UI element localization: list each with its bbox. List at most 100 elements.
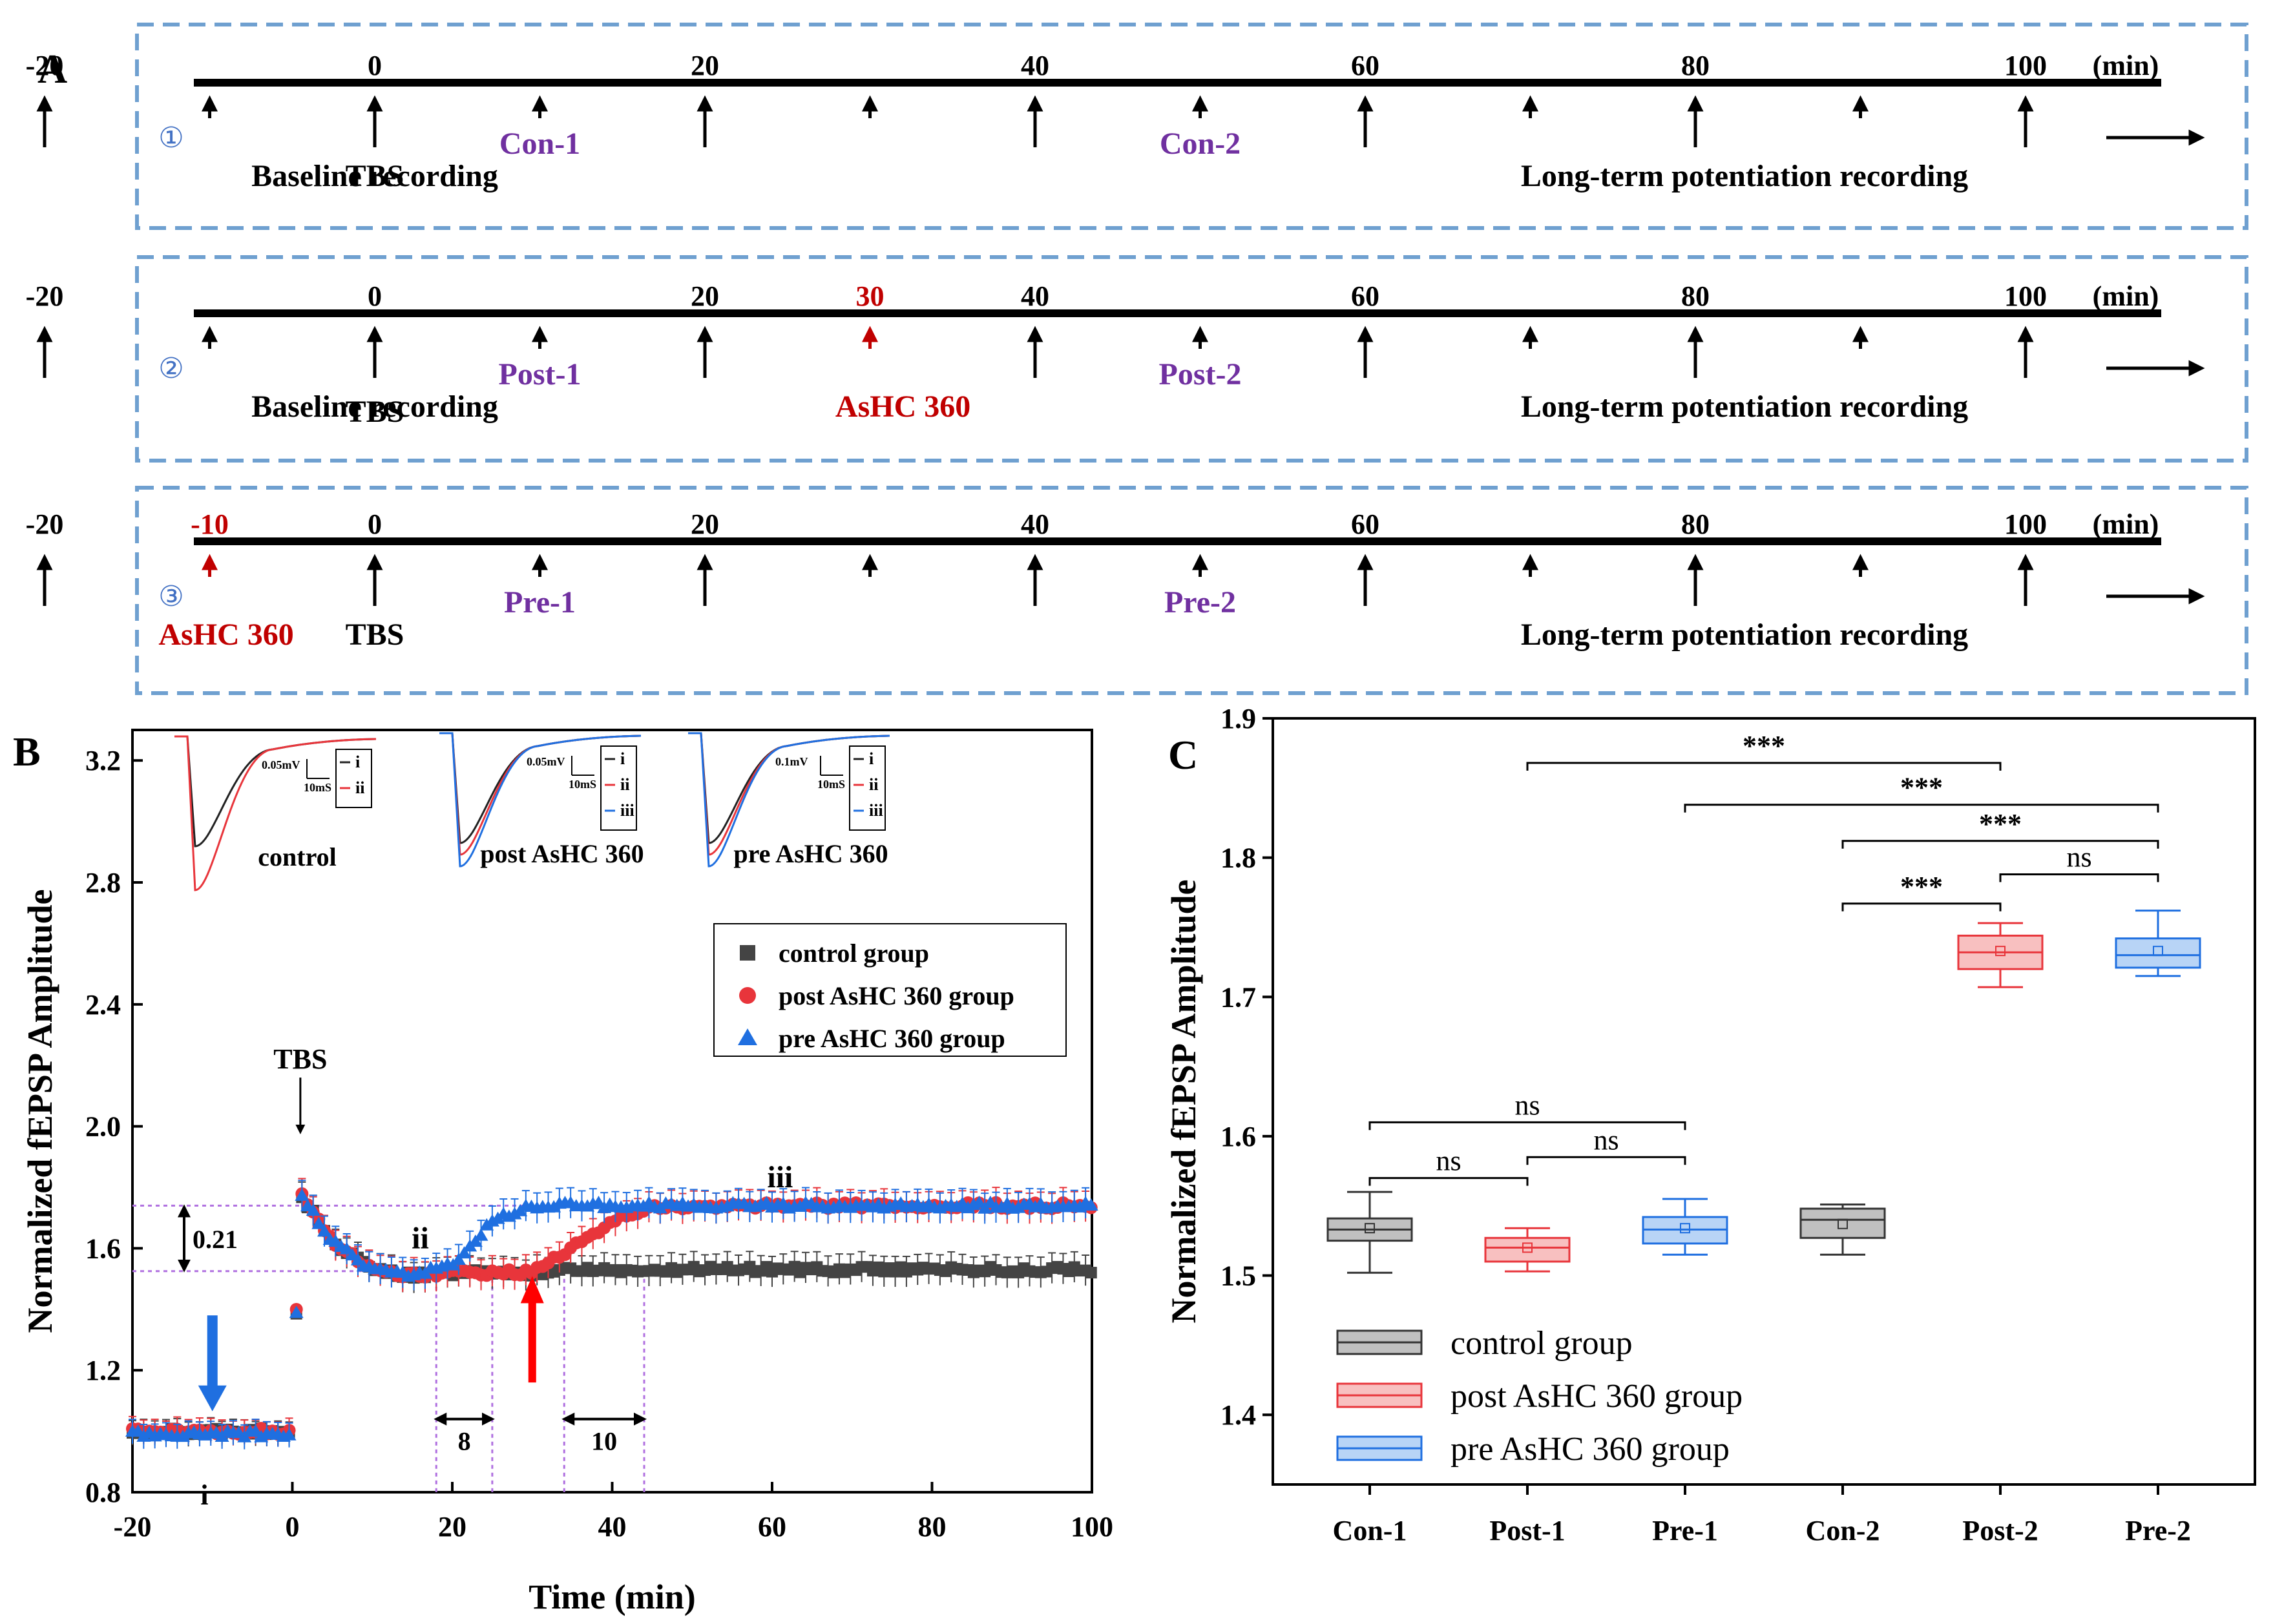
data-point <box>311 1216 326 1229</box>
row-circle-number: ② <box>158 353 183 384</box>
data-point <box>507 1207 522 1220</box>
box-Pre-2 <box>2115 910 2201 977</box>
tbs-label: TBS <box>346 618 404 652</box>
bracket-line <box>1368 1177 1529 1186</box>
y-tick-label: 1.9 <box>1220 703 1256 734</box>
box <box>1799 1207 1886 1239</box>
y-tick-label: 3.2 <box>85 745 121 776</box>
timeline-row-3: ③ (min) -20 0 20 40 60 80 100 -10 TBS Pre-1 Pre-2 AsH… <box>26 486 2248 695</box>
waveform-trace <box>688 732 890 868</box>
row-circle-number: ③ <box>158 581 183 612</box>
bracket-line <box>1999 873 2159 882</box>
significance-bracket: ns <box>1368 1089 1686 1130</box>
gap2-label: 10 <box>591 1427 617 1456</box>
y-tick-label: 1.2 <box>85 1355 121 1386</box>
inset-time: 10mS <box>569 778 596 791</box>
x-tick-label: Con-1 <box>1333 1515 1407 1546</box>
tick-label: 100 <box>2004 508 2047 540</box>
x-tick-label: 80 <box>918 1511 947 1543</box>
tick-label: -20 <box>26 508 64 540</box>
legend-label: control group <box>779 939 929 968</box>
significance-bracket: *** <box>1684 772 2159 813</box>
significance-label: *** <box>1900 871 1943 902</box>
legend-marker <box>738 1028 757 1045</box>
data-point <box>636 1199 651 1212</box>
x-tick-label: Con-2 <box>1806 1515 1880 1546</box>
significance-label: *** <box>1979 808 2022 840</box>
inset-legend-label: iii <box>620 801 634 820</box>
point-label-iii: iii <box>767 1160 793 1194</box>
legend-label: pre AsHC 360 group <box>1451 1431 1730 1468</box>
inset-legend-label: ii <box>355 778 364 797</box>
mean-marker <box>1838 1218 1848 1229</box>
significance-label: ns <box>1514 1089 1540 1121</box>
red-tick-label: 30 <box>856 280 885 312</box>
data-point <box>972 1195 987 1208</box>
tick-label: 20 <box>691 50 719 81</box>
x-tick-label: -20 <box>114 1511 152 1543</box>
point-label-ii: ii <box>412 1221 429 1255</box>
tick-label: 0 <box>368 508 382 540</box>
data-point <box>339 1242 354 1254</box>
mid1-label: Post-1 <box>499 357 581 391</box>
inset-time: 10mS <box>304 781 331 794</box>
tick-label: 20 <box>691 508 719 540</box>
data-point <box>295 1188 309 1201</box>
tick-label: 40 <box>1021 50 1049 81</box>
tick-label: 80 <box>1681 50 1710 81</box>
waveform-trace <box>439 732 642 868</box>
legend-label: pre AsHC 360 group <box>779 1024 1005 1053</box>
series-pre-AsHC-360-group <box>125 1180 1098 1450</box>
tbs-annotation: TBS <box>273 1043 327 1075</box>
panel-a: A ① (min) -20 0 20 40 60 80 100 Baseline recordin… <box>26 23 2248 695</box>
mid2-label: Post-2 <box>1159 357 1242 391</box>
data-point <box>949 1200 964 1213</box>
y-tick-label: 1.8 <box>1220 842 1256 874</box>
timeline-row-2: ② (min) -20 0 20 40 60 80 100 30 Baseline recordin… <box>26 255 2248 463</box>
data-point <box>1084 1198 1098 1211</box>
tick-label: 80 <box>1681 508 1710 540</box>
bracket-line <box>1841 902 2002 911</box>
significance-label: ns <box>1436 1145 1461 1177</box>
inset-scale: 0.1mV <box>775 755 808 768</box>
x-tick-label: 60 <box>758 1511 786 1543</box>
box-Con-2 <box>1799 1203 1886 1256</box>
fepsp-time-chart: -20 0 20 40 60 80 100 0.8 1.2 1.6 2.0 2.4 2.8 3.2 Time… <box>21 729 1113 1616</box>
significance-bracket: ns <box>1526 1124 1686 1165</box>
data-point <box>306 1203 320 1216</box>
inset-title: post AsHC 360 <box>480 839 644 868</box>
significance-bracket: ns <box>1368 1145 1529 1186</box>
ashc-label: AsHC 360 <box>835 390 970 424</box>
tick-label: 0 <box>368 280 382 312</box>
data-point <box>350 1253 365 1265</box>
legend-label: post AsHC 360 group <box>779 981 1014 1010</box>
y-tick-label: 0.8 <box>85 1477 121 1508</box>
mid1-label: Con-1 <box>499 127 580 161</box>
x-tick-label: 100 <box>1071 1511 1113 1543</box>
inset-scale: 0.05mV <box>527 755 565 768</box>
y-tick-label: 1.5 <box>1220 1260 1256 1292</box>
data-point <box>961 1201 976 1214</box>
unit-label: (min) <box>2093 280 2159 312</box>
significance-label: *** <box>1900 772 1943 804</box>
mid1-label: Pre-1 <box>504 585 576 619</box>
tick-label: 80 <box>1681 280 1710 312</box>
mean-marker <box>2153 946 2163 957</box>
tick-label: 60 <box>1351 508 1379 540</box>
y-axis-title: Normalized fEPSP Amplitude <box>21 890 59 1333</box>
data-point <box>597 1200 612 1213</box>
data-point <box>457 1246 472 1259</box>
x-tick-label: Post-1 <box>1489 1515 1565 1546</box>
mean-marker <box>1365 1223 1375 1234</box>
mid2-label: Con-2 <box>1160 127 1241 161</box>
ltp-label: Long-term potentiation recording <box>1521 159 1968 193</box>
box-Post-2 <box>1957 922 2044 988</box>
mid2-label: Pre-2 <box>1164 585 1236 619</box>
gap1-label: 8 <box>458 1427 471 1456</box>
x-tick-label: Post-2 <box>1962 1515 2038 1546</box>
significance-bracket: *** <box>1526 730 2002 771</box>
bracket-line <box>1841 840 2159 849</box>
legend-marker <box>739 987 756 1004</box>
inset-legend-label: i <box>869 749 874 768</box>
